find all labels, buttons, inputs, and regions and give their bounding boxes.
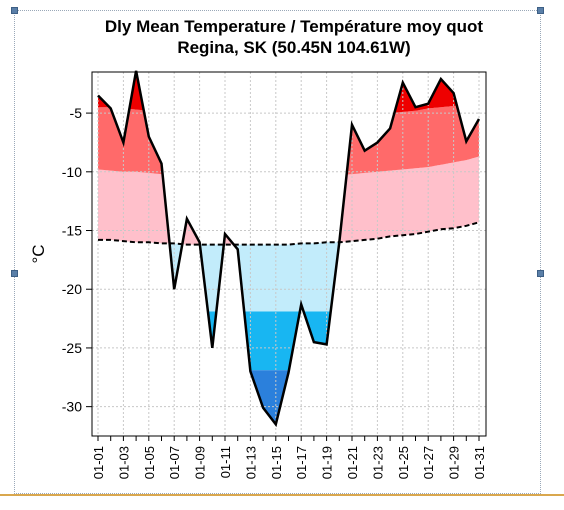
x-tick-label: 01-17 bbox=[294, 446, 309, 479]
y-tick-label: -25 bbox=[62, 340, 82, 356]
x-tick-label: 01-15 bbox=[269, 446, 284, 479]
gridlines bbox=[92, 72, 486, 436]
band-below bbox=[98, 310, 479, 371]
x-tick-label: 01-29 bbox=[447, 446, 462, 479]
chart-subtitle: Regina, SK (50.45N 104.61W) bbox=[177, 38, 411, 57]
chart-title: Dly Mean Temperature / Température moy q… bbox=[104, 17, 484, 36]
x-tick-label: 01-25 bbox=[396, 446, 411, 479]
y-tick-label: -15 bbox=[62, 223, 82, 239]
y-axis-label: °C bbox=[29, 244, 48, 263]
band-slightly-above bbox=[98, 156, 479, 245]
x-tick-label: 01-27 bbox=[421, 446, 436, 479]
y-axis: -5 -10 -15 -20 -25 -30 bbox=[62, 105, 92, 415]
band-far-below bbox=[98, 370, 479, 425]
x-tick-label: 01-05 bbox=[142, 446, 157, 479]
resize-handle-top-left[interactable] bbox=[11, 7, 18, 14]
x-axis: 01-01 01-03 01-05 01-07 01-09 01-11 01-13 01-15… bbox=[91, 436, 487, 479]
y-tick-label: -5 bbox=[70, 105, 83, 121]
y-tick-label: -20 bbox=[62, 281, 82, 297]
x-tick-label: 01-31 bbox=[472, 446, 487, 479]
x-tick-label: 01-07 bbox=[167, 446, 182, 479]
x-tick-label: 01-03 bbox=[116, 446, 131, 479]
selection-frame[interactable] bbox=[14, 10, 541, 494]
x-tick-label: 01-21 bbox=[345, 446, 360, 479]
x-tick-label: 01-09 bbox=[193, 446, 208, 479]
resize-handle-middle-right[interactable] bbox=[537, 270, 544, 277]
x-tick-label: 01-23 bbox=[370, 446, 385, 479]
resize-handle-middle-left[interactable] bbox=[11, 270, 18, 277]
mean-temperature-line bbox=[97, 70, 481, 428]
x-tick-label: 01-11 bbox=[218, 446, 233, 478]
band-above bbox=[98, 105, 479, 177]
resize-handle-top-right[interactable] bbox=[537, 7, 544, 14]
y-tick-label: -30 bbox=[62, 399, 82, 415]
document-edge bbox=[0, 494, 564, 510]
band-slightly-below bbox=[98, 222, 479, 312]
data-lines bbox=[97, 70, 481, 428]
x-tick-label: 01-01 bbox=[91, 446, 106, 479]
x-tick-label: 01-19 bbox=[320, 446, 335, 479]
y-tick-label: -10 bbox=[62, 164, 82, 180]
x-tick-label: 01-13 bbox=[243, 446, 258, 479]
